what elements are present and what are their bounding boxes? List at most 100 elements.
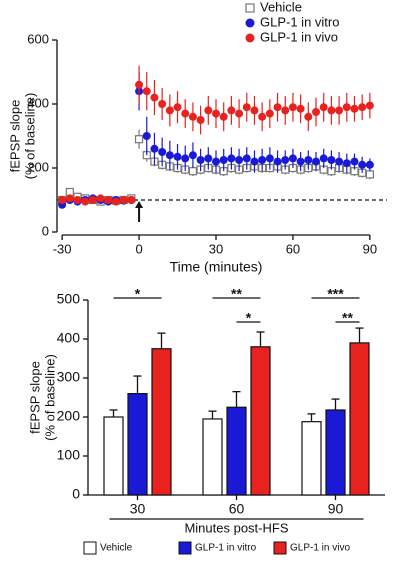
data-point bbox=[365, 101, 374, 110]
significance-label: * bbox=[135, 286, 141, 302]
y-tick-label: 500 bbox=[57, 291, 81, 307]
y-tick-label: 0 bbox=[72, 486, 80, 502]
data-point bbox=[104, 196, 113, 204]
y-tick-label: 200 bbox=[57, 408, 81, 424]
data-point bbox=[273, 103, 282, 112]
data-point bbox=[327, 106, 336, 115]
data-point bbox=[258, 156, 267, 164]
data-point bbox=[288, 103, 297, 112]
series bbox=[58, 65, 374, 206]
data-point bbox=[181, 109, 190, 118]
data-point bbox=[250, 157, 259, 166]
data-point bbox=[312, 108, 321, 116]
data-point bbox=[258, 112, 267, 121]
y-tick-label: 200 bbox=[27, 159, 49, 174]
bar bbox=[301, 421, 322, 496]
y-axis-label: (% of baseline) bbox=[42, 354, 57, 441]
legend-swatch bbox=[83, 541, 97, 555]
data-point bbox=[158, 100, 167, 108]
data-point bbox=[127, 196, 136, 204]
legend-label: GLP-1 in vitro bbox=[195, 543, 257, 554]
legend-marker bbox=[245, 18, 255, 28]
legend-label: Vehicle bbox=[260, 0, 302, 14]
data-point bbox=[242, 154, 251, 163]
x-tick-label: -30 bbox=[53, 241, 72, 256]
data-point bbox=[135, 80, 144, 89]
y-axis-label: fEPSP slope bbox=[7, 100, 22, 173]
data-point bbox=[227, 106, 236, 115]
x-axis-label: Time (minutes) bbox=[170, 259, 263, 275]
data-point bbox=[365, 170, 374, 179]
legend-swatch bbox=[178, 541, 192, 555]
data-point bbox=[196, 156, 205, 164]
data-point bbox=[188, 167, 198, 176]
legend-label: Vehicle bbox=[100, 543, 133, 554]
data-point bbox=[350, 157, 359, 166]
bar bbox=[349, 342, 370, 496]
x-axis-label: Minutes post-HFS bbox=[184, 520, 288, 535]
data-point bbox=[142, 132, 151, 140]
significance-label: *** bbox=[327, 286, 344, 302]
data-point bbox=[235, 156, 244, 164]
data-point bbox=[165, 106, 174, 115]
series bbox=[58, 72, 374, 209]
data-point bbox=[296, 104, 305, 113]
bar bbox=[250, 346, 271, 496]
y-tick-label: 600 bbox=[27, 31, 49, 46]
data-point bbox=[150, 144, 159, 153]
bar bbox=[151, 348, 172, 496]
data-point bbox=[81, 197, 90, 206]
x-tick-label: 30 bbox=[209, 241, 223, 256]
legend-label: GLP-1 in vivo bbox=[260, 29, 338, 44]
bar bbox=[202, 418, 223, 496]
data-point bbox=[265, 109, 274, 118]
data-point bbox=[142, 87, 151, 96]
data-point bbox=[227, 154, 236, 163]
data-point bbox=[73, 196, 82, 204]
x-tick-label: 30 bbox=[130, 501, 146, 517]
data-point bbox=[358, 103, 367, 112]
data-point bbox=[119, 196, 128, 204]
data-point bbox=[365, 160, 374, 169]
x-tick-label: 90 bbox=[363, 241, 377, 256]
data-point bbox=[173, 152, 182, 161]
x-tick-label: 60 bbox=[286, 241, 300, 256]
data-point bbox=[212, 157, 220, 166]
data-point bbox=[335, 157, 344, 166]
data-point bbox=[273, 157, 282, 166]
hfs-arrow-head bbox=[135, 201, 144, 208]
data-point bbox=[335, 106, 344, 115]
significance-label: ** bbox=[342, 310, 353, 326]
data-point bbox=[265, 154, 274, 163]
data-point bbox=[173, 103, 182, 112]
y-tick-label: 400 bbox=[57, 330, 81, 346]
data-point bbox=[281, 106, 290, 115]
bar bbox=[325, 409, 346, 496]
data-point bbox=[327, 156, 336, 164]
legend-label: GLP-1 in vitro bbox=[260, 14, 339, 29]
legend-marker bbox=[245, 3, 255, 13]
data-point bbox=[204, 106, 213, 115]
data-point bbox=[111, 197, 120, 206]
data-point bbox=[219, 112, 228, 121]
data-point bbox=[319, 154, 328, 163]
y-tick-label: 300 bbox=[57, 369, 81, 385]
legend-swatch bbox=[273, 541, 287, 555]
y-tick-label: 100 bbox=[57, 447, 81, 463]
data-point bbox=[196, 116, 205, 124]
bar bbox=[103, 416, 124, 496]
data-point bbox=[165, 151, 174, 160]
data-point bbox=[88, 196, 97, 204]
data-point bbox=[342, 159, 351, 168]
data-point bbox=[204, 154, 213, 163]
data-point bbox=[250, 106, 259, 115]
data-point bbox=[219, 156, 228, 164]
y-axis-label: (% of baseline) bbox=[22, 93, 37, 180]
data-point bbox=[281, 156, 290, 164]
data-point bbox=[342, 103, 351, 112]
data-point bbox=[304, 112, 313, 121]
x-tick-label: 90 bbox=[328, 501, 344, 517]
data-point bbox=[242, 103, 251, 112]
data-point bbox=[181, 154, 190, 163]
data-point bbox=[58, 196, 67, 204]
